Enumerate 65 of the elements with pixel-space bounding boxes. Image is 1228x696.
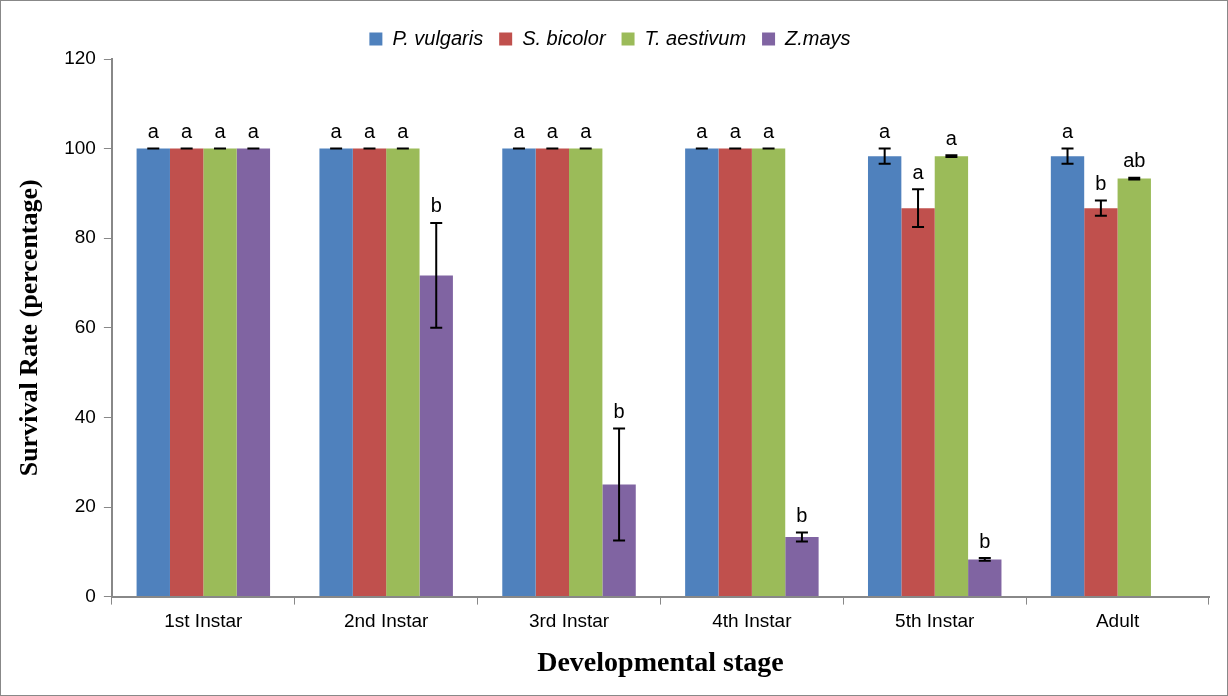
data-label: a xyxy=(181,120,194,143)
bar xyxy=(419,275,453,597)
bar xyxy=(535,148,570,597)
data-label: b xyxy=(1095,172,1107,195)
bar xyxy=(502,148,536,597)
x-tick-label: Adult xyxy=(1095,610,1140,632)
data-label: a xyxy=(1061,120,1074,143)
bar xyxy=(901,208,935,597)
data-label: b xyxy=(979,529,991,552)
data-label: b xyxy=(613,400,625,423)
bar xyxy=(968,559,1002,597)
data-label: a xyxy=(763,120,775,143)
data-label: a xyxy=(513,120,526,143)
x-tick-label: 4th Instar xyxy=(712,610,793,632)
y-tick-label: 80 xyxy=(74,226,96,248)
legend-label: T. aestivum xyxy=(644,26,747,49)
x-tick-label: 5th Instar xyxy=(895,610,975,632)
data-label: a xyxy=(363,120,376,143)
bar xyxy=(718,148,752,597)
data-label: a xyxy=(912,160,925,183)
y-tick-label: 60 xyxy=(74,316,96,338)
data-label: a xyxy=(580,120,593,143)
bar xyxy=(1050,156,1085,597)
legend-label: P. vulgaris xyxy=(392,26,484,49)
bar xyxy=(602,484,636,597)
legend-label: S. bicolor xyxy=(522,26,607,49)
bar xyxy=(203,148,237,597)
bar xyxy=(386,148,420,597)
data-label: ab xyxy=(1123,149,1146,172)
data-label: a xyxy=(330,120,343,143)
bar xyxy=(867,156,902,597)
data-label: a xyxy=(696,120,709,143)
x-tick-label: 3rd Instar xyxy=(528,610,610,632)
data-label: a xyxy=(729,120,742,143)
x-tick-label: 2nd Instar xyxy=(343,610,430,632)
bar xyxy=(1084,208,1118,597)
bar xyxy=(785,537,819,597)
y-tick-label: 0 xyxy=(85,584,96,606)
y-tick-label: 40 xyxy=(74,405,96,427)
data-label: a xyxy=(879,120,892,143)
bar xyxy=(934,156,969,597)
y-tick-label: 120 xyxy=(64,47,96,69)
bar xyxy=(685,148,719,597)
x-axis-title: Developmental stage xyxy=(537,646,784,678)
legend-label: Z.mays xyxy=(784,26,851,49)
bar xyxy=(352,148,387,597)
data-label: a xyxy=(214,120,227,143)
data-label: a xyxy=(945,126,958,149)
data-label: a xyxy=(397,120,410,143)
y-axis-title: Survival Rate (percentage) xyxy=(14,179,44,477)
bar xyxy=(169,148,204,597)
bar xyxy=(319,148,353,597)
data-label: b xyxy=(430,194,442,217)
bar xyxy=(236,148,271,597)
y-tick-label: 20 xyxy=(74,495,96,517)
bar xyxy=(569,148,603,597)
data-label: a xyxy=(247,120,260,143)
bar xyxy=(1117,178,1151,597)
bar xyxy=(751,148,786,597)
x-tick-label: 1st Instar xyxy=(164,610,244,632)
y-tick-label: 100 xyxy=(64,136,96,158)
bar xyxy=(136,148,170,597)
data-label: b xyxy=(796,504,808,527)
data-label: a xyxy=(546,120,559,143)
data-label: a xyxy=(147,120,160,143)
